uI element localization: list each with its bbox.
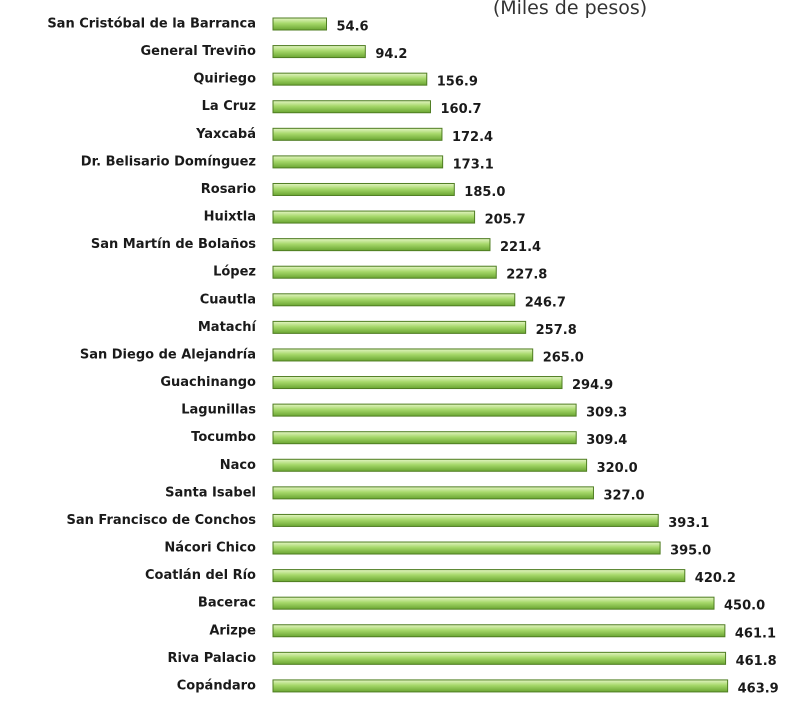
value-label: 393.1 <box>668 516 709 531</box>
value-label: 265.0 <box>543 350 584 365</box>
category-label: Coatlán del Río <box>145 568 256 583</box>
category-label: Guachinango <box>160 375 256 390</box>
bar <box>272 265 497 279</box>
value-label: 246.7 <box>525 295 566 310</box>
category-label: Tocumbo <box>191 430 256 445</box>
value-label: 94.2 <box>375 47 407 62</box>
value-label: 257.8 <box>536 323 577 338</box>
bar <box>272 376 563 390</box>
bar <box>272 541 661 555</box>
category-label: Cuautla <box>200 292 256 307</box>
category-label: San Martín de Bolaños <box>91 237 256 252</box>
bar <box>272 182 455 196</box>
value-label: 173.1 <box>453 157 494 172</box>
bar <box>272 127 443 141</box>
value-label: 327.0 <box>603 488 644 503</box>
bar <box>272 651 727 665</box>
bar <box>272 45 366 59</box>
value-label: 156.9 <box>437 75 478 90</box>
value-label: 320.0 <box>597 461 638 476</box>
category-label: Huixtla <box>204 210 256 225</box>
bar <box>272 293 516 307</box>
value-label: 227.8 <box>506 268 547 283</box>
value-label: 450.0 <box>724 599 765 614</box>
bar <box>272 210 476 224</box>
value-label: 461.1 <box>735 626 776 641</box>
value-label: 309.4 <box>586 433 627 448</box>
bar <box>272 17 328 31</box>
category-label: Riva Palacio <box>167 651 256 666</box>
value-label: 309.3 <box>586 406 627 421</box>
value-label: 395.0 <box>670 544 711 559</box>
bar <box>272 431 577 445</box>
category-label: Lagunillas <box>181 403 256 418</box>
bar <box>272 596 715 610</box>
bar <box>272 238 491 252</box>
value-label: 205.7 <box>485 213 526 228</box>
category-label: San Francisco de Conchos <box>67 513 257 528</box>
bar <box>272 624 726 638</box>
bar <box>272 72 428 86</box>
value-label: 294.9 <box>572 378 613 393</box>
value-label: 54.6 <box>337 20 369 35</box>
category-label: San Cristóbal de la Barranca <box>47 17 256 32</box>
category-label: Arizpe <box>209 623 256 638</box>
bar <box>272 348 534 362</box>
category-label: Santa Isabel <box>165 485 256 500</box>
category-label: La Cruz <box>202 99 256 114</box>
category-label: Bacerac <box>198 596 256 611</box>
category-label: Copándaro <box>177 678 256 693</box>
value-label: 461.8 <box>736 654 777 669</box>
value-label: 420.2 <box>695 571 736 586</box>
value-label: 185.0 <box>464 185 505 200</box>
category-label: General Treviño <box>140 44 256 59</box>
category-label: Naco <box>220 458 256 473</box>
category-label: Yaxcabá <box>195 127 256 142</box>
chart-subtitle: (Miles de pesos) <box>493 0 647 19</box>
bar <box>272 679 729 693</box>
bar <box>272 513 659 527</box>
category-label: Dr. Belisario Domínguez <box>81 154 256 169</box>
value-label: 463.9 <box>738 681 779 696</box>
bar <box>272 155 444 169</box>
category-label: Matachí <box>198 320 258 335</box>
category-label: Rosario <box>201 182 256 197</box>
category-label: López <box>213 265 256 280</box>
bar <box>272 403 577 417</box>
category-label: Nácori Chico <box>164 541 256 556</box>
bar <box>272 486 594 500</box>
value-label: 160.7 <box>440 102 481 117</box>
bar <box>272 569 686 583</box>
category-label: Quiriego <box>193 72 256 87</box>
bar <box>272 320 527 334</box>
value-label: 221.4 <box>500 240 541 255</box>
value-label: 172.4 <box>452 130 493 145</box>
bar <box>272 100 431 114</box>
bar <box>272 458 588 472</box>
category-label: San Diego de Alejandría <box>80 347 256 362</box>
